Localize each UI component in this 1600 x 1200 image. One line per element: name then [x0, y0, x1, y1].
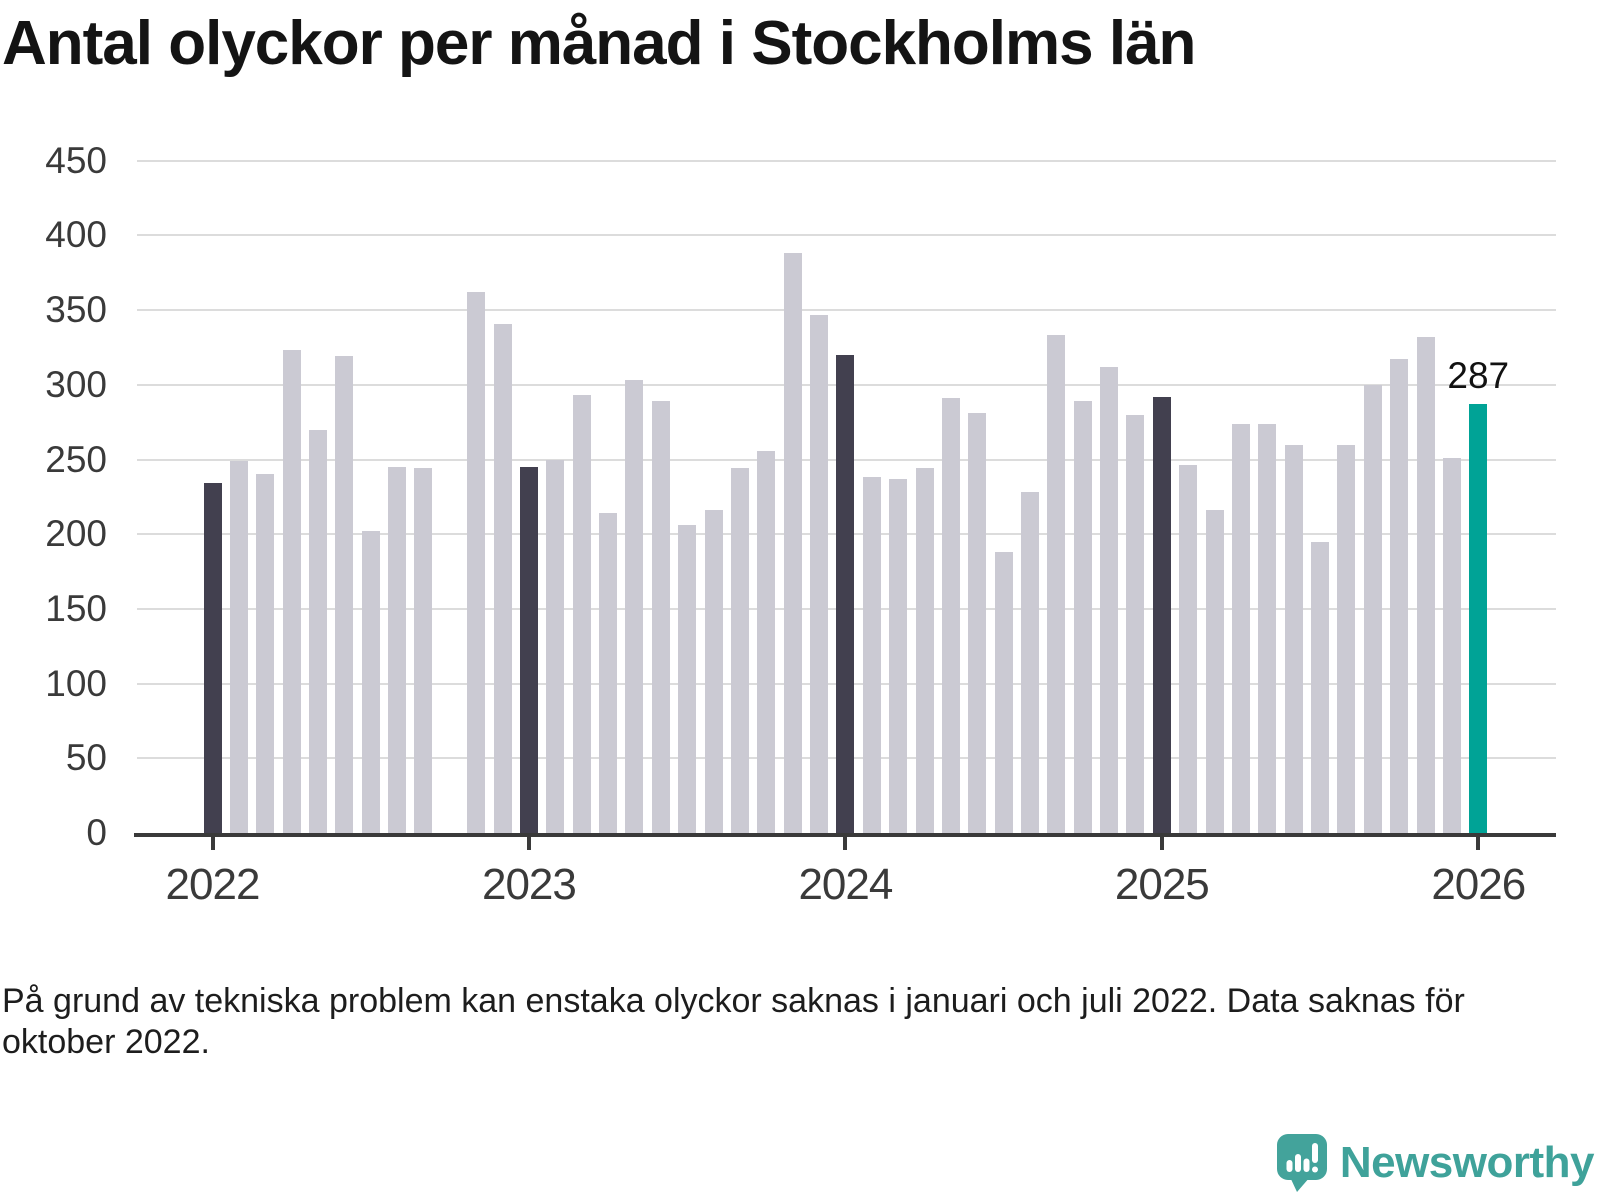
y-axis-label: 350 [45, 289, 107, 331]
bar-nov-2025 [1416, 336, 1435, 833]
x-axis-tick [210, 837, 215, 850]
bar-dec-2024 [1126, 414, 1145, 833]
bar-jun-2024 [968, 413, 987, 833]
bar-mar-2022 [256, 474, 275, 833]
x-axis-label: 2026 [1431, 860, 1526, 909]
bar-jul-2025 [1311, 541, 1330, 833]
gridline-400 [137, 234, 1556, 237]
bar-nov-2022 [467, 292, 486, 833]
bar-aug-2022 [388, 466, 407, 833]
newsworthy-logo: Newsworthy [1276, 1134, 1595, 1192]
bar-sep-2024 [1047, 335, 1066, 833]
bar-feb-2025 [1179, 465, 1198, 833]
bar-feb-2024 [862, 477, 881, 833]
bar-maj-2022 [308, 429, 327, 833]
bar-jan-2024 [836, 354, 855, 833]
bar-apr-2024 [915, 468, 934, 833]
bar-mar-2024 [889, 478, 908, 833]
bar-okt-2024 [1073, 401, 1092, 833]
y-axis-label: 50 [65, 737, 107, 779]
x-axis-label: 2023 [481, 860, 577, 909]
bar-jan-2022 [203, 483, 222, 833]
y-axis-label: 0 [86, 812, 107, 853]
latest-value-label: 287 [1447, 355, 1510, 397]
x-axis-line [134, 833, 1556, 837]
newsworthy-bubble-chart-icon [1276, 1134, 1327, 1192]
x-axis-label: 2024 [798, 860, 893, 909]
gridline-350 [137, 309, 1556, 312]
bar-dec-2023 [810, 314, 829, 833]
chart-footnote: På grund av tekniska problem kan enstaka… [2, 982, 1465, 1061]
bar-okt-2025 [1390, 359, 1409, 833]
y-axis-label: 100 [45, 662, 107, 704]
bar-dec-2022 [493, 323, 512, 833]
bar-jul-2024 [994, 552, 1013, 833]
bar-apr-2022 [282, 350, 301, 833]
bar-jun-2025 [1284, 444, 1303, 833]
bar-feb-2022 [229, 460, 248, 833]
bar-aug-2025 [1337, 444, 1356, 833]
bar-jul-2023 [678, 525, 697, 833]
bar-sep-2022 [414, 468, 433, 833]
y-axis-label: 250 [45, 438, 107, 480]
y-axis-label: 150 [45, 587, 107, 629]
bar-jan-2025 [1152, 396, 1171, 833]
bar-aug-2023 [704, 510, 723, 833]
x-axis-tick [526, 837, 531, 850]
bar-jun-2023 [651, 401, 670, 833]
bar-apr-2023 [599, 513, 618, 833]
bar-mar-2023 [572, 395, 591, 833]
gridline-450 [137, 159, 1556, 162]
bar-maj-2023 [625, 380, 644, 833]
x-axis-tick [1476, 837, 1481, 850]
bar-sep-2025 [1363, 384, 1382, 833]
y-axis-label: 300 [45, 363, 107, 405]
bar-nov-2023 [783, 253, 802, 833]
page-title: Antal olyckor per månad i Stockholms län [2, 9, 1196, 78]
y-axis-label: 200 [45, 513, 107, 555]
bar-maj-2024 [941, 398, 960, 833]
x-axis-tick [843, 837, 848, 850]
bar-jun-2022 [335, 356, 354, 833]
bar-jan-2026 [1469, 404, 1488, 833]
y-axis-label: 450 [45, 139, 107, 181]
bar-okt-2023 [757, 450, 776, 833]
bar-dec-2025 [1442, 458, 1461, 833]
bar-jul-2022 [361, 531, 380, 833]
bar-nov-2024 [1100, 366, 1119, 833]
y-axis-label: 400 [45, 214, 107, 256]
bar-jan-2023 [519, 466, 538, 833]
bar-mar-2025 [1205, 510, 1224, 833]
newsworthy-wordmark: Newsworthy [1339, 1138, 1595, 1187]
bar-aug-2024 [1020, 492, 1039, 833]
x-axis-label: 2025 [1114, 860, 1210, 909]
bar-sep-2023 [730, 468, 749, 833]
x-axis-tick [1159, 837, 1164, 850]
x-axis-label: 2022 [165, 860, 261, 909]
bar-feb-2023 [546, 459, 565, 833]
bar-apr-2025 [1231, 423, 1250, 833]
bar-maj-2025 [1258, 423, 1277, 833]
